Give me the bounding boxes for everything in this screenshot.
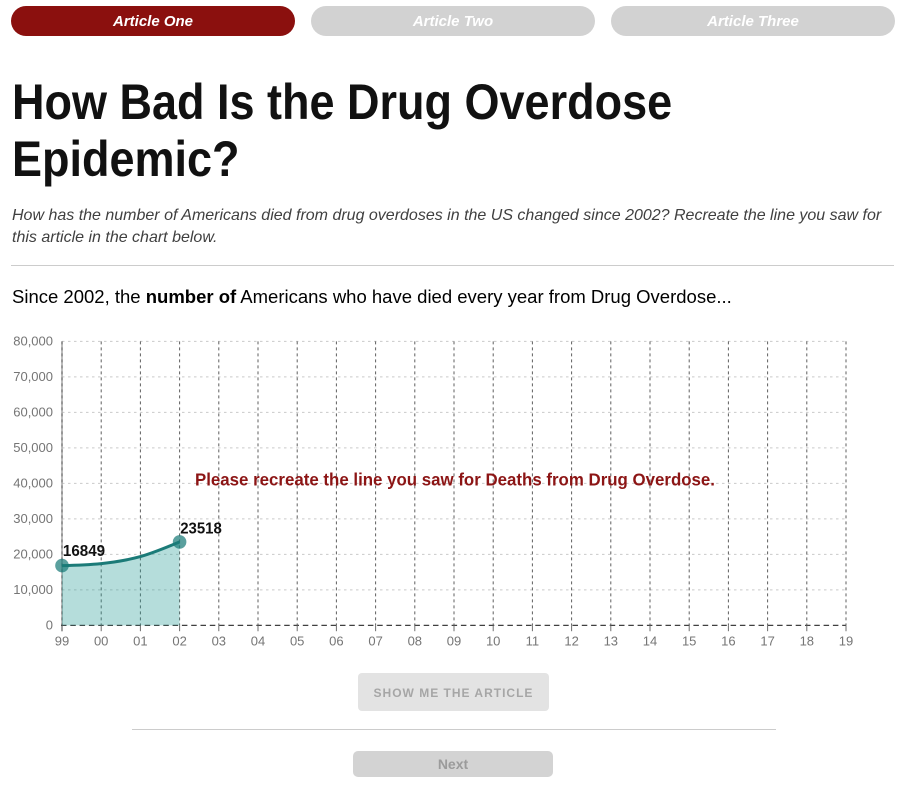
svg-text:04: 04 <box>251 634 265 649</box>
svg-text:80,000: 80,000 <box>13 334 53 349</box>
svg-text:40,000: 40,000 <box>13 476 53 491</box>
svg-text:16: 16 <box>721 634 735 649</box>
svg-text:02: 02 <box>172 634 186 649</box>
svg-text:23518: 23518 <box>180 520 222 537</box>
svg-text:20,000: 20,000 <box>13 547 53 562</box>
svg-text:15: 15 <box>682 634 696 649</box>
svg-text:14: 14 <box>643 634 657 649</box>
svg-text:10,000: 10,000 <box>13 582 53 597</box>
svg-text:50,000: 50,000 <box>13 440 53 455</box>
svg-text:08: 08 <box>408 634 422 649</box>
svg-text:19: 19 <box>839 634 853 649</box>
svg-text:01: 01 <box>133 634 147 649</box>
svg-text:30,000: 30,000 <box>13 511 53 526</box>
svg-text:05: 05 <box>290 634 304 649</box>
svg-text:09: 09 <box>447 634 461 649</box>
svg-text:Please recreate the line you s: Please recreate the line you saw for Dea… <box>195 469 715 489</box>
svg-text:13: 13 <box>604 634 618 649</box>
svg-text:60,000: 60,000 <box>13 405 53 420</box>
svg-text:07: 07 <box>368 634 382 649</box>
svg-text:03: 03 <box>212 634 226 649</box>
svg-text:70,000: 70,000 <box>13 369 53 384</box>
svg-text:16849: 16849 <box>63 543 105 560</box>
svg-text:99: 99 <box>55 634 69 649</box>
svg-text:10: 10 <box>486 634 500 649</box>
svg-text:00: 00 <box>94 634 108 649</box>
svg-text:11: 11 <box>526 634 540 649</box>
svg-text:12: 12 <box>564 634 578 649</box>
svg-text:18: 18 <box>800 634 814 649</box>
svg-text:06: 06 <box>329 634 343 649</box>
svg-text:17: 17 <box>760 634 774 649</box>
svg-text:0: 0 <box>46 618 53 633</box>
